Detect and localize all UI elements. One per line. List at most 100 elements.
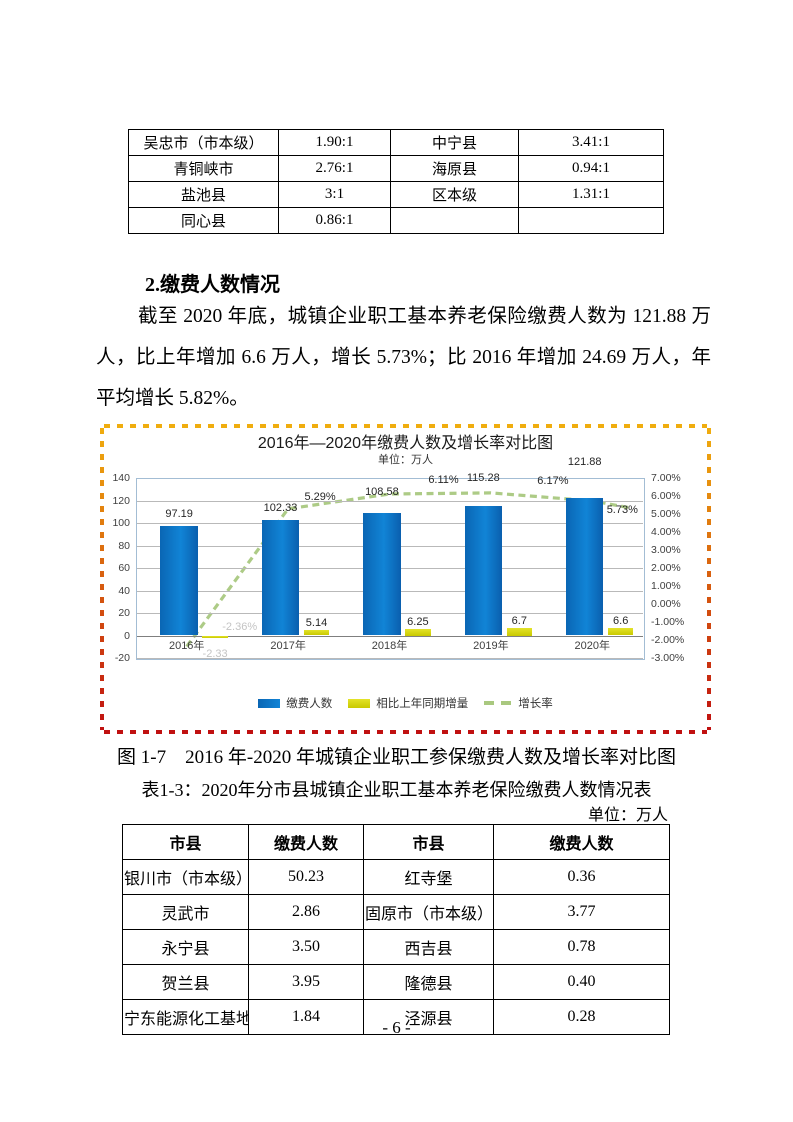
legend-item: 缴费人数 [258, 695, 332, 711]
right-axis-tick: 4.00% [651, 526, 681, 538]
figure-caption: 图 1-7 2016 年-2020 年城镇企业职工参保缴费人数及增长率对比图 [117, 747, 676, 768]
left-axis-tick: -20 [114, 652, 130, 664]
payers-cell: 银川市（市本级） [122, 859, 249, 895]
ratio-cell: 青铜峡市 [128, 155, 279, 182]
table-row: 青铜峡市 2.76:1 海原县 0.94:1 [128, 155, 664, 182]
bar-payers [160, 526, 198, 636]
category-label: 2018年 [371, 639, 408, 652]
ratio-cell: 0.86:1 [278, 207, 391, 234]
rate-label: 5.29% [304, 490, 336, 503]
right-axis-tick: 0.00% [651, 598, 681, 610]
bar-payers [363, 513, 401, 636]
bar-payers [261, 520, 300, 636]
table-row: 永宁县 3.50 西吉县 0.78 [122, 929, 670, 965]
payers-cell: 0.40 [493, 964, 670, 1000]
category-label: 2016年 [168, 639, 205, 652]
table-row: 灵武市 2.86 固原市（市本级） 3.77 [122, 894, 670, 930]
dotted-border-bottom [104, 730, 707, 734]
payers-cell: 西吉县 [363, 929, 494, 965]
left-axis-tick: 140 [112, 472, 130, 484]
ratio-cell: 3:1 [278, 181, 391, 208]
bar-increment [202, 635, 228, 639]
ratio-cell: 3.41:1 [518, 129, 664, 156]
right-axis-tick: 6.00% [651, 490, 681, 502]
legend-swatch-growth-line [484, 701, 513, 705]
plot-area-border [136, 478, 645, 660]
chart-frame: 2016年—2020年缴费人数及增长率对比图 单位：万人 140 120 100 80… [100, 424, 711, 734]
table-row: 贺兰县 3.95 隆德县 0.40 [122, 964, 670, 1000]
payers-cell: 宁东能源化工基地 [122, 999, 249, 1035]
left-axis-tick: 100 [112, 517, 130, 529]
category-label: 2020年 [574, 639, 611, 652]
ratio-cell: 区本级 [390, 181, 519, 208]
right-axis-tick: -1.00% [651, 616, 685, 628]
ratio-cell [390, 207, 519, 234]
left-axis-tick: 20 [118, 607, 130, 619]
rate-label: 6.11% [428, 474, 459, 486]
ratio-cell: 0.94:1 [518, 155, 664, 182]
chart-legend: 缴费人数 相比上年同期增量 增长率 [100, 695, 711, 711]
bar-payers [565, 498, 604, 636]
rate-label: -2.36% [222, 620, 258, 633]
legend-item: 增长率 [484, 695, 553, 711]
payers-cell: 0.36 [493, 859, 670, 895]
column-header: 缴费人数 [493, 824, 670, 860]
payers-cell: 1.84 [248, 999, 364, 1035]
bar-increment [405, 628, 431, 636]
table-caption: 表1-3：2020年分市县城镇企业职工基本养老保险缴费人数情况表 [141, 780, 652, 800]
payers-cell: 0.28 [493, 999, 670, 1035]
right-axis-tick: 1.00% [651, 580, 681, 592]
value-label: 121.88 [567, 456, 602, 469]
gridline [136, 658, 643, 659]
right-axis-tick: 3.00% [651, 544, 681, 556]
left-axis-tick: 40 [118, 584, 130, 597]
table-header-row: 市县 缴费人数 市县 缴费人数 [122, 824, 670, 860]
table-row: 宁东能源化工基地 1.84 泾源县 0.28 [122, 999, 670, 1035]
right-axis-tick: -2.00% [651, 634, 685, 646]
ratio-cell: 海原县 [390, 155, 519, 182]
column-header: 市县 [363, 824, 494, 860]
legend-swatch-increment [348, 698, 371, 708]
table-row: 盐池县 3:1 区本级 1.31:1 [128, 181, 664, 208]
right-axis-tick: 5.00% [651, 508, 681, 520]
value-label: 97.19 [165, 508, 193, 521]
legend-label: 相比上年同期增量 [376, 698, 469, 710]
ratio-cell: 吴忠市（市本级） [128, 129, 279, 156]
ratio-cell: 盐池县 [128, 181, 279, 208]
payers-cell: 贺兰县 [122, 964, 249, 1000]
right-axis-tick: 7.00% [651, 472, 681, 484]
ratio-cell: 中宁县 [390, 129, 519, 156]
value-label: 102.33 [263, 502, 298, 515]
bar-increment [608, 628, 634, 636]
body-paragraph: 截至 2020 年底，城镇企业职工基本养老保险缴费人数为 121.88 万人，比… [96, 306, 711, 409]
category-label: 2019年 [473, 639, 509, 652]
increment-label: 6.25 [407, 615, 429, 628]
increment-label: 6.6 [613, 615, 629, 628]
dotted-border-left [100, 428, 104, 730]
section-heading: 2.缴费人数情况 [145, 274, 280, 296]
unit-label: 单位：万人 [587, 807, 668, 824]
legend-label: 缴费人数 [286, 698, 333, 710]
ratio-cell [518, 207, 664, 234]
payers-cell: 红寺堡 [363, 859, 494, 895]
table-row: 同心县 0.86:1 [128, 207, 664, 234]
gridline [136, 500, 643, 502]
rate-label: 6.17% [537, 474, 569, 487]
dotted-border-top [104, 424, 707, 428]
column-header: 缴费人数 [248, 824, 364, 860]
ratio-table: 吴忠市（市本级） 1.90:1 中宁县 3.41:1 青铜峡市 2.76:1 海原县 0.94… [128, 129, 664, 234]
bar-increment [303, 629, 330, 636]
gridline [136, 635, 643, 637]
ratio-cell: 1.31:1 [518, 181, 664, 208]
payers-cell: 3.77 [493, 894, 670, 930]
ratio-cell: 2.76:1 [278, 155, 391, 182]
legend-swatch-payers [258, 698, 281, 708]
increment-label: 5.14 [305, 616, 328, 629]
right-axis-tick: -3.00% [651, 652, 685, 664]
payers-cell: 灵武市 [122, 894, 249, 930]
payers-cell: 隆德县 [363, 964, 494, 1000]
payers-cell: 0.78 [493, 929, 670, 965]
left-axis-tick: 80 [118, 539, 130, 552]
increment-label: 6.7 [511, 615, 527, 627]
